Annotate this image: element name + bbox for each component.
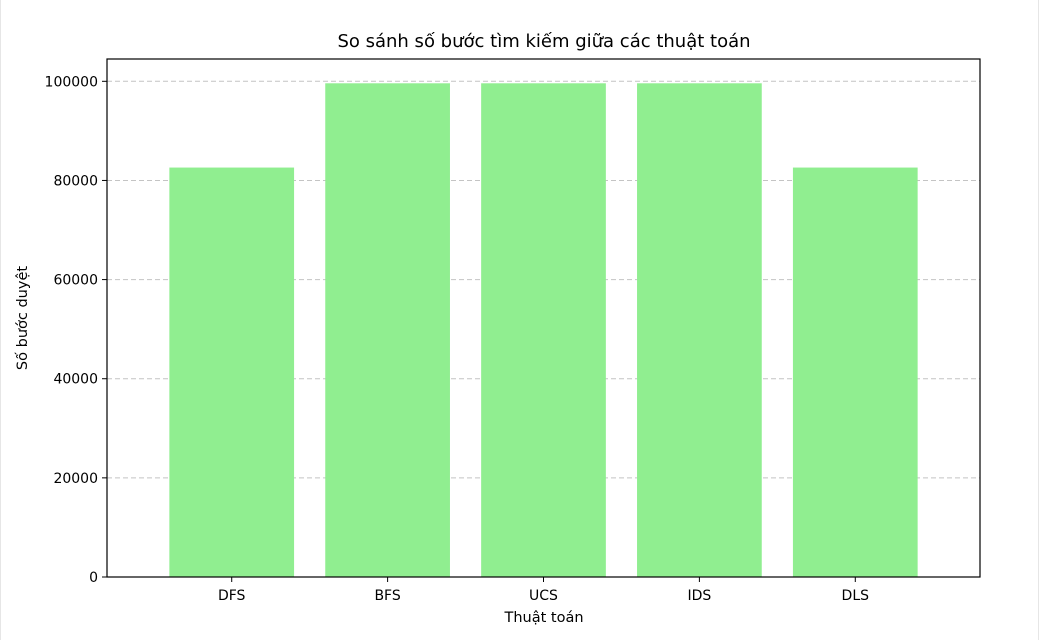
x-axis-label: Thuật toán [503, 610, 583, 626]
x-tick-label: IDS [687, 588, 711, 604]
chart-title: So sánh số bước tìm kiếm giữa các thuật … [337, 31, 750, 52]
bar-dls [792, 167, 918, 577]
x-tick-label: BFS [374, 588, 400, 604]
x-tick-label: DFS [218, 588, 246, 604]
y-axis-label: Số bước duyệt [14, 266, 31, 370]
y-tick-label: 0 [89, 570, 98, 586]
y-tick-label: 60000 [53, 273, 98, 289]
bar-ids [637, 83, 762, 577]
y-tick-label: 80000 [53, 173, 98, 189]
y-axis: 0 20000 40000 60000 80000 100000 [45, 74, 107, 586]
bar-ucs [481, 83, 606, 577]
y-tick-label: 100000 [45, 74, 98, 90]
x-tick-label: UCS [529, 588, 558, 604]
y-tick-label: 20000 [53, 471, 98, 487]
y-tick-label: 40000 [53, 372, 98, 388]
bars [169, 83, 918, 577]
x-tick-label: DLS [842, 588, 870, 604]
x-axis: DFS BFS UCS IDS DLS [218, 577, 869, 604]
bar-dfs [169, 167, 295, 577]
bar-bfs [325, 83, 450, 577]
